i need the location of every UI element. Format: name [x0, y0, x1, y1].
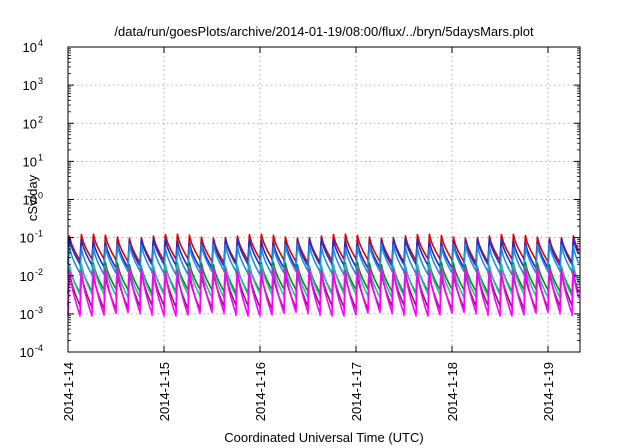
x-tick-label: 2014-1-19 [541, 362, 556, 421]
y-axis-label: cSv/day [25, 174, 40, 221]
x-axis-label: Coordinated Universal Time (UTC) [224, 430, 423, 445]
x-tick-label: 2014-1-16 [253, 362, 268, 421]
series-line [67, 266, 580, 317]
x-ticks: 2014-1-14 2014-1-15 2014-1-16 2014-1-17 2014… [61, 47, 556, 421]
x-tick-label: 2014-1-18 [445, 362, 460, 421]
x-tick-label: 2014-1-15 [157, 362, 172, 421]
x-tick-label: 2014-1-17 [349, 362, 364, 421]
chart-title: /data/run/goesPlots/archive/2014-01-19/0… [114, 24, 534, 39]
series-line [67, 243, 580, 276]
data-series [67, 233, 580, 317]
x-tick-label: 2014-1-14 [61, 362, 76, 421]
grid [68, 47, 580, 352]
